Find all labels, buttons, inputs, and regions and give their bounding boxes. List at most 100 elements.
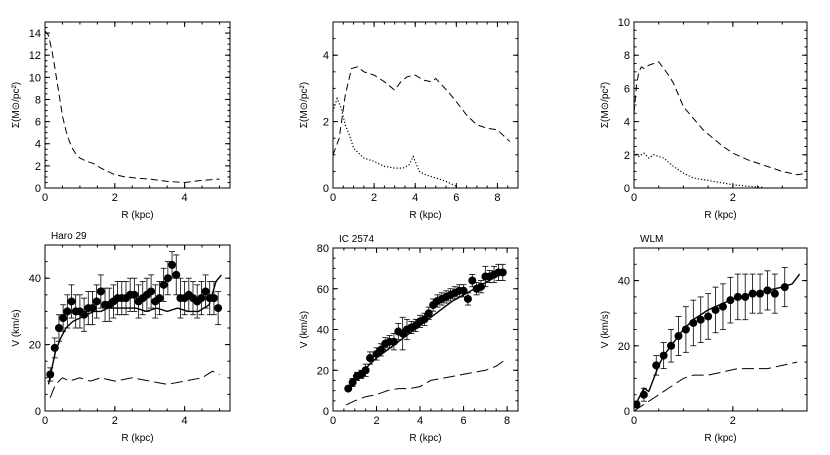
data-point	[639, 390, 648, 399]
x-axis-label: R (kpc)	[409, 433, 441, 444]
data-point	[155, 294, 164, 303]
y-tick-label: 6	[35, 117, 41, 129]
y-tick-label: 2	[624, 150, 630, 162]
data-point	[214, 304, 223, 313]
x-tick-label: 0	[330, 415, 336, 427]
data-layer	[46, 251, 223, 398]
data-point	[763, 286, 772, 295]
data-point	[733, 292, 742, 301]
data-point	[674, 332, 683, 341]
data-layer	[634, 61, 807, 188]
data-point	[163, 274, 172, 283]
data-point	[50, 343, 59, 352]
y-tick-label: 10	[618, 17, 630, 29]
data-point	[780, 283, 789, 292]
data-point	[366, 354, 374, 363]
x-tick-label: 4	[412, 192, 418, 204]
data-point	[88, 304, 97, 313]
y-tick-label: 0	[323, 406, 329, 418]
data-point	[96, 287, 105, 296]
x-axis-label: R (kpc)	[121, 210, 153, 221]
data-point	[652, 361, 661, 370]
y-tick-label: 40	[29, 273, 41, 285]
data-point	[424, 309, 433, 318]
series-dotted-line	[333, 96, 457, 187]
data-point	[147, 287, 156, 296]
data-point	[67, 297, 76, 306]
data-point	[46, 370, 55, 379]
x-tick-label: 0	[631, 415, 637, 427]
y-tick-label: 8	[35, 94, 41, 106]
x-tick-label: 4	[182, 415, 188, 427]
y-tick-label: 80	[317, 243, 329, 255]
data-point	[741, 292, 750, 301]
data-point	[689, 318, 698, 327]
panel-p2: 0 2 4 6 8 0 2 4 R (kpc) Σ(M⊙/pc²)	[299, 21, 519, 221]
data-point	[376, 345, 385, 354]
data-point	[681, 325, 690, 334]
data-point	[168, 260, 177, 269]
series-longdash-line	[49, 370, 220, 398]
data-point	[59, 314, 68, 323]
data-point	[704, 312, 713, 321]
x-tick-label: 8	[494, 192, 500, 204]
x-tick-label: 0	[42, 415, 48, 427]
data-point	[159, 280, 168, 289]
x-tick-label: 0	[330, 192, 336, 204]
data-point	[770, 289, 779, 298]
y-axis-label: V (km/s)	[600, 311, 611, 348]
series-dotted-line	[634, 151, 763, 188]
data-point	[696, 315, 705, 324]
data-point	[726, 296, 735, 305]
y-tick-label: 14	[29, 28, 41, 40]
plot-frame	[332, 21, 519, 189]
y-axis-label: Σ(M⊙/pc²)	[11, 82, 22, 128]
y-tick-label: 0	[35, 183, 41, 195]
data-layer	[634, 267, 801, 411]
x-tick-label: 4	[417, 415, 423, 427]
data-point	[459, 286, 468, 295]
data-point	[667, 341, 676, 350]
x-tick-label: 4	[182, 192, 188, 204]
y-tick-label: 40	[618, 276, 630, 288]
panel-title: Haro 29	[51, 231, 87, 242]
data-point	[209, 294, 218, 303]
y-tick-label: 20	[618, 341, 630, 353]
data-point	[361, 366, 370, 375]
y-axis-label: Σ(M⊙/pc²)	[299, 82, 310, 128]
y-tick-label: 0	[35, 406, 41, 418]
panel-p1: 0 2 4 0 2 4 6 8 10 12 14 R (kpc) Σ(M⊙/pc²)	[11, 21, 231, 221]
x-tick-label: 6	[461, 415, 467, 427]
plot-frame	[633, 21, 808, 189]
series-dashed-line	[45, 30, 220, 184]
y-tick-label: 2	[323, 117, 329, 129]
data-point	[54, 324, 63, 332]
x-tick-label: 2	[373, 415, 379, 427]
data-point	[477, 282, 485, 291]
y-tick-label: 40	[317, 325, 329, 337]
y-tick-label: 60	[317, 284, 329, 296]
data-point	[748, 289, 757, 298]
data-point	[634, 400, 641, 409]
y-tick-label: 4	[624, 117, 630, 129]
y-tick-label: 0	[323, 183, 329, 195]
y-axis-label: V (km/s)	[299, 311, 310, 348]
data-point	[130, 290, 139, 299]
x-tick-label: 6	[453, 192, 459, 204]
panel-title: IC 2574	[339, 234, 374, 245]
data-point	[197, 294, 206, 303]
data-point	[201, 287, 210, 296]
y-tick-label: 20	[317, 365, 329, 377]
y-tick-label: 6	[624, 83, 630, 95]
data-point	[711, 305, 720, 314]
data-point	[659, 351, 668, 360]
x-axis-label: R (kpc)	[121, 433, 153, 444]
data-point	[756, 289, 765, 298]
x-axis-label: R (kpc)	[704, 433, 736, 444]
x-tick-label: 2	[730, 192, 736, 204]
y-tick-label: 0	[624, 183, 630, 195]
series-dashed-line	[333, 66, 511, 155]
